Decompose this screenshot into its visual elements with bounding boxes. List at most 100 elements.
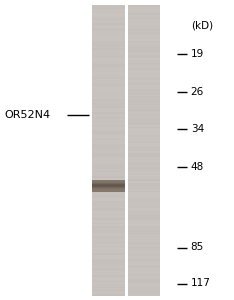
Bar (92, 134, 125, 136)
Bar (128, 35, 160, 37)
Bar (92, 56, 125, 57)
Bar (92, 76, 125, 77)
Bar (128, 90, 160, 92)
Bar (92, 187, 125, 188)
Bar (92, 188, 125, 189)
Bar (128, 164, 160, 166)
Bar (92, 278, 125, 280)
Bar (128, 64, 160, 66)
Bar (92, 190, 125, 191)
Bar (92, 184, 125, 185)
Bar (128, 154, 160, 156)
Bar (128, 272, 160, 274)
Bar (92, 213, 125, 214)
Bar (92, 258, 125, 259)
Bar (92, 41, 125, 42)
Text: (kD): (kD) (191, 20, 213, 31)
Bar (92, 223, 125, 224)
Bar (92, 181, 125, 182)
Bar (92, 290, 125, 291)
Bar (92, 180, 125, 181)
Bar (128, 37, 160, 38)
Bar (92, 189, 125, 190)
Bar (92, 48, 125, 50)
Bar (128, 73, 160, 74)
Bar (92, 192, 125, 194)
Bar (92, 190, 125, 191)
Bar (128, 125, 160, 127)
Bar (92, 45, 125, 47)
Bar (128, 67, 160, 68)
Bar (128, 103, 160, 105)
Bar (92, 272, 125, 274)
Bar (92, 189, 125, 190)
Bar (92, 265, 125, 266)
Text: 34: 34 (191, 124, 204, 134)
Bar (128, 175, 160, 176)
Bar (128, 278, 160, 280)
Bar (92, 12, 125, 13)
Bar (92, 191, 125, 192)
Bar (128, 18, 160, 19)
Bar (92, 39, 125, 41)
Bar (128, 131, 160, 133)
Bar (128, 119, 160, 121)
Bar (128, 189, 160, 191)
Bar (92, 26, 125, 28)
Bar (92, 244, 125, 246)
Bar (92, 80, 125, 82)
Bar (92, 266, 125, 268)
Bar (92, 211, 125, 213)
Bar (92, 167, 125, 169)
Bar (128, 162, 160, 163)
Bar (92, 261, 125, 262)
Bar (128, 240, 160, 242)
Bar (128, 6, 160, 8)
Bar (92, 159, 125, 160)
Bar (92, 86, 125, 88)
Bar (92, 64, 125, 66)
Bar (92, 182, 125, 183)
Bar (128, 250, 160, 252)
Bar (128, 233, 160, 234)
Bar (128, 118, 160, 119)
Bar (128, 258, 160, 259)
Bar (92, 188, 125, 189)
Bar (92, 253, 125, 255)
Bar (92, 263, 125, 265)
Bar (92, 133, 125, 134)
Bar (92, 156, 125, 157)
Bar (92, 31, 125, 32)
Bar (128, 269, 160, 271)
Bar (128, 71, 160, 73)
Bar (128, 153, 160, 154)
Bar (128, 144, 160, 146)
Bar (92, 184, 125, 185)
Bar (92, 163, 125, 165)
Bar (128, 221, 160, 223)
Bar (128, 114, 160, 115)
Bar (128, 211, 160, 213)
Bar (128, 39, 160, 41)
Bar (92, 44, 125, 45)
Bar (128, 52, 160, 54)
Bar (92, 233, 125, 234)
Bar (92, 208, 125, 210)
Bar (128, 178, 160, 179)
Bar (128, 248, 160, 249)
Bar (128, 9, 160, 10)
Bar (92, 182, 125, 183)
Bar (92, 281, 125, 282)
Bar (92, 29, 125, 31)
Bar (128, 237, 160, 239)
Text: 85: 85 (191, 242, 204, 253)
Bar (92, 79, 125, 80)
Bar (128, 290, 160, 291)
Bar (92, 173, 125, 175)
Bar (92, 232, 125, 233)
Bar (92, 96, 125, 98)
Bar (92, 282, 125, 284)
Bar (128, 99, 160, 100)
Bar (92, 184, 125, 185)
Bar (92, 248, 125, 249)
